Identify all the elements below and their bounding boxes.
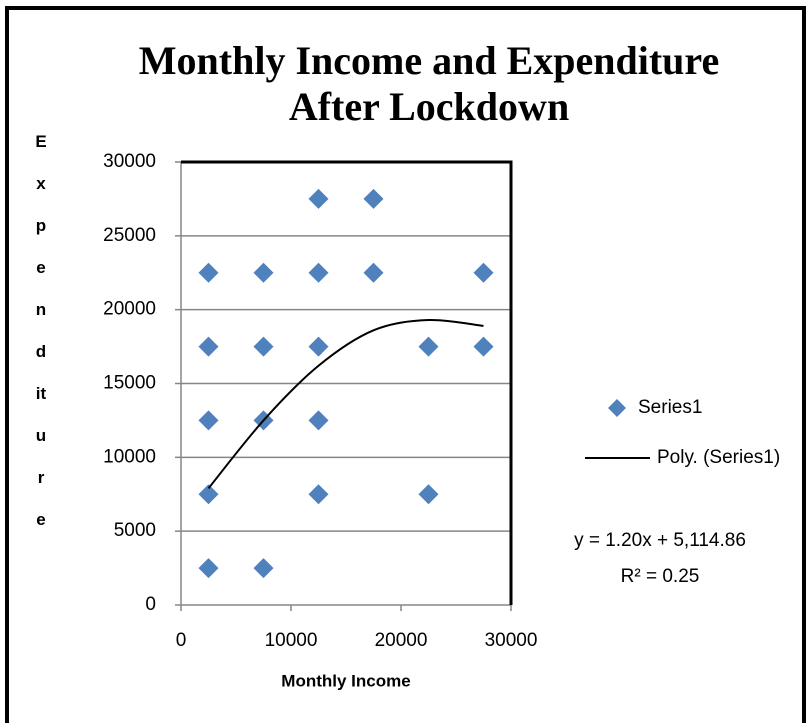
point bbox=[418, 336, 439, 357]
point bbox=[198, 336, 219, 357]
x-tick-label: 0 bbox=[176, 630, 187, 651]
y-tick-label: 30000 bbox=[103, 151, 156, 172]
point bbox=[418, 484, 439, 505]
point bbox=[308, 262, 329, 283]
point bbox=[363, 262, 384, 283]
trendline-equation: y = 1.20x + 5,114.86 bbox=[574, 530, 746, 551]
y-tick-label: 10000 bbox=[103, 446, 156, 467]
y-tick-label: 15000 bbox=[103, 373, 156, 394]
y-tick-label: 5000 bbox=[114, 520, 156, 541]
x-tick-label: 30000 bbox=[485, 630, 538, 651]
y-tick-label: 0 bbox=[145, 594, 156, 615]
point bbox=[198, 484, 219, 505]
point bbox=[473, 262, 494, 283]
point bbox=[308, 188, 329, 209]
point bbox=[308, 410, 329, 431]
legend-marker bbox=[608, 399, 626, 417]
point bbox=[198, 558, 219, 579]
x-tick-label: 20000 bbox=[375, 630, 428, 651]
point bbox=[363, 188, 384, 209]
point bbox=[308, 484, 329, 505]
plot-border bbox=[181, 160, 513, 605]
y-tick-label: 25000 bbox=[103, 225, 156, 246]
point bbox=[253, 262, 274, 283]
legend-label: Poly. (Series1) bbox=[657, 447, 780, 468]
y-axis-title: Expenditure bbox=[35, 132, 47, 529]
point bbox=[308, 336, 329, 357]
point bbox=[473, 336, 494, 357]
point bbox=[253, 558, 274, 579]
point bbox=[253, 336, 274, 357]
point bbox=[198, 410, 219, 431]
trendline bbox=[207, 319, 484, 489]
x-axis-title: Monthly Income bbox=[281, 671, 410, 690]
x-tick-label: 10000 bbox=[265, 630, 318, 651]
point bbox=[198, 262, 219, 283]
legend-label: Series1 bbox=[638, 397, 702, 418]
chart-title: Monthly Income and Expenditure After Loc… bbox=[138, 38, 720, 129]
trendline-equation: R² = 0.25 bbox=[621, 566, 700, 587]
y-tick-label: 20000 bbox=[103, 299, 156, 320]
